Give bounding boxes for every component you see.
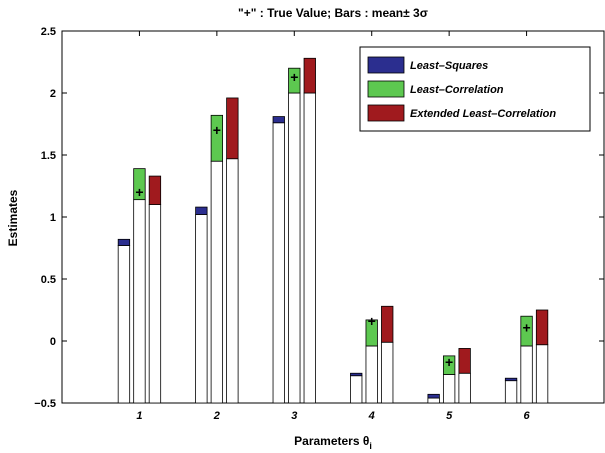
chart-title: "+" : True Value; Bars : mean± 3σ xyxy=(238,6,428,20)
bar-range xyxy=(365,319,378,347)
bar-base xyxy=(288,92,301,404)
x-tick-label: 2 xyxy=(213,410,220,422)
y-tick-label: −0.5 xyxy=(34,398,56,410)
bar-range xyxy=(148,175,162,206)
bar-base xyxy=(226,158,239,404)
bar-range xyxy=(427,393,440,399)
bar-base xyxy=(350,375,363,404)
x-axis-label-main: Parameters θ xyxy=(294,434,369,448)
legend-swatch xyxy=(367,104,405,122)
true-value-marker: + xyxy=(522,319,530,335)
bar-range xyxy=(226,97,239,160)
bar-base xyxy=(520,345,533,404)
bar-base xyxy=(133,199,146,404)
bar-range xyxy=(535,309,549,346)
x-tick-label: 3 xyxy=(291,410,297,422)
y-tick-label: 2 xyxy=(50,88,56,100)
true-value-marker: + xyxy=(445,354,453,370)
x-tick-label: 1 xyxy=(136,410,142,422)
bar-range xyxy=(442,355,456,375)
bar-base xyxy=(458,372,471,404)
x-axis-label-subscript: i xyxy=(369,441,372,451)
bar-range xyxy=(133,168,146,201)
bar-base xyxy=(535,344,549,404)
bar-range xyxy=(458,348,471,374)
true-value-marker: + xyxy=(135,184,143,200)
bar-base xyxy=(272,122,285,404)
y-tick-label: 0.5 xyxy=(41,274,56,286)
bar-range xyxy=(520,315,533,347)
bar-base xyxy=(195,214,208,404)
bar-base xyxy=(148,204,162,404)
y-tick-label: 2.5 xyxy=(41,26,56,38)
bar-range xyxy=(288,67,301,94)
bar-range xyxy=(303,57,316,94)
legend-swatch xyxy=(367,56,405,74)
bar-base xyxy=(427,397,440,404)
bar-base xyxy=(210,160,224,404)
y-tick-label: 0 xyxy=(50,336,56,348)
x-tick-label: 4 xyxy=(368,410,375,422)
bar-base xyxy=(381,341,394,404)
bar-base xyxy=(365,345,378,404)
bar-range xyxy=(210,114,224,162)
x-tick-label: 6 xyxy=(524,410,531,422)
y-tick-label: 1 xyxy=(50,212,56,224)
bar-range xyxy=(272,116,285,124)
true-value-marker: + xyxy=(290,69,298,85)
y-axis-label: Estimates xyxy=(6,189,20,246)
legend-label: Extended Least–Correlation xyxy=(410,108,556,120)
legend-label: Least–Squares xyxy=(410,60,488,72)
x-tick-label: 5 xyxy=(446,410,453,422)
bar-base xyxy=(504,380,518,404)
x-axis-label: Parameters θi xyxy=(294,434,372,451)
legend-swatch xyxy=(367,80,405,98)
bar-range xyxy=(350,372,363,377)
bar-base xyxy=(442,374,456,404)
true-value-marker: + xyxy=(213,122,221,138)
bar-range xyxy=(195,206,208,215)
true-value-marker: + xyxy=(368,313,376,329)
plot-area: −0.5 0 0.5 1 1.5 2 2.5 1 2 3 4 5 6 + + + + + + Least–Square… xyxy=(34,26,605,422)
bar-range xyxy=(381,305,394,343)
bar-base xyxy=(303,92,316,404)
bar-range xyxy=(117,238,131,246)
y-tick-label: 1.5 xyxy=(41,150,56,162)
bar-base xyxy=(117,245,131,404)
legend-label: Least–Correlation xyxy=(410,84,504,96)
bar-range xyxy=(504,377,518,382)
